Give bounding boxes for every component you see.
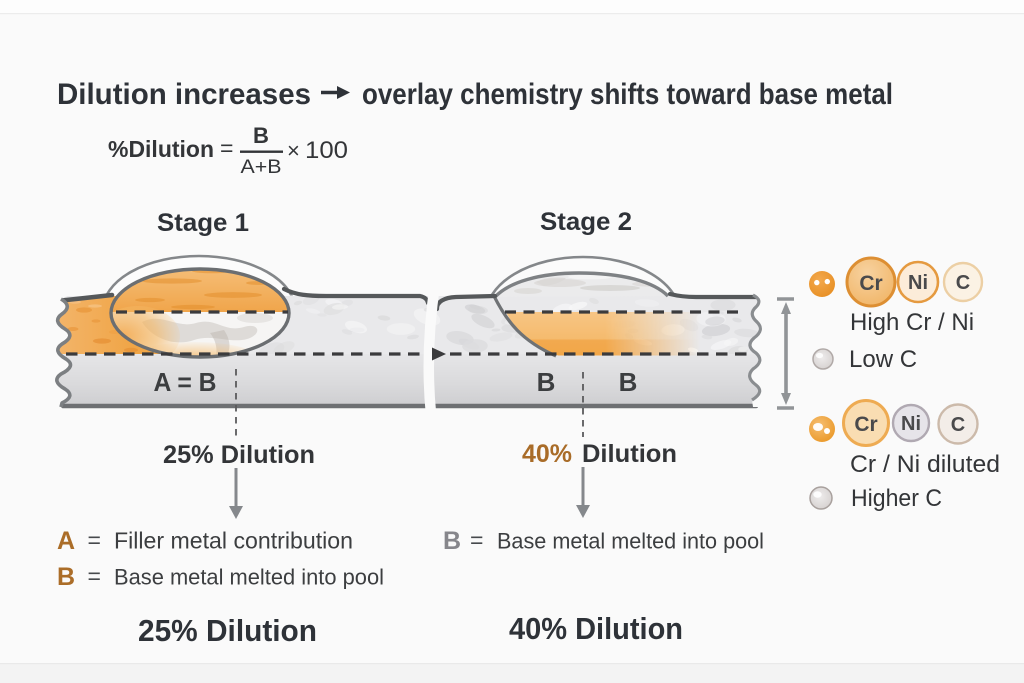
svg-text:A = B: A = B xyxy=(154,367,217,397)
svg-text:25% Dilution: 25% Dilution xyxy=(138,613,317,648)
svg-text:Filler metal contribution: Filler metal contribution xyxy=(114,528,353,554)
svg-text:%Dilution: %Dilution xyxy=(108,136,214,162)
svg-text:B: B xyxy=(619,367,638,397)
svg-text:=: = xyxy=(220,135,233,161)
svg-text:=: = xyxy=(88,563,101,589)
svg-text:25% Dilution: 25% Dilution xyxy=(163,441,315,469)
svg-text:Stage 1: Stage 1 xyxy=(157,209,249,237)
svg-text:Low C: Low C xyxy=(849,346,917,373)
svg-text:B: B xyxy=(253,123,269,148)
svg-text:=: = xyxy=(470,527,483,553)
svg-text:Dilution: Dilution xyxy=(582,440,677,468)
svg-text:Higher C: Higher C xyxy=(851,485,942,512)
svg-text:Stage 2: Stage 2 xyxy=(540,208,632,236)
svg-text:Ni: Ni xyxy=(901,413,921,435)
svg-text:100: 100 xyxy=(305,137,348,164)
svg-text:B: B xyxy=(537,367,556,397)
svg-text:Ni: Ni xyxy=(908,272,928,294)
svg-text:Base metal melted into pool: Base metal melted into pool xyxy=(497,529,764,554)
svg-text:Cr: Cr xyxy=(854,413,877,436)
svg-text:A: A xyxy=(57,527,75,555)
svg-text:Cr: Cr xyxy=(859,272,882,295)
svg-text:40% Dilution: 40% Dilution xyxy=(509,611,683,646)
svg-text:40%: 40% xyxy=(522,440,572,468)
svg-text:Dilution increases: Dilution increases xyxy=(57,78,311,111)
svg-text:overlay chemistry shifts towar: overlay chemistry shifts toward base met… xyxy=(362,78,893,111)
svg-text:Base metal melted into pool: Base metal melted into pool xyxy=(114,565,384,590)
svg-text:B: B xyxy=(443,527,461,555)
svg-text:A+B: A+B xyxy=(241,157,282,178)
svg-text:×: × xyxy=(287,138,300,163)
svg-text:C: C xyxy=(956,272,970,294)
svg-text:B: B xyxy=(57,563,75,591)
svg-text:=: = xyxy=(88,527,101,553)
svg-text:High Cr / Ni: High Cr / Ni xyxy=(850,309,974,336)
svg-text:Cr / Ni diluted: Cr / Ni diluted xyxy=(850,451,1000,478)
svg-text:C: C xyxy=(951,414,965,436)
